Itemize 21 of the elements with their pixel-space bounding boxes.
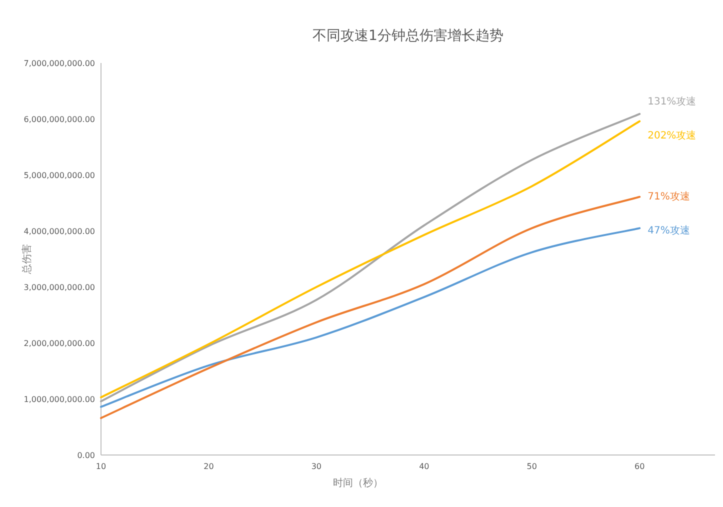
x-tick-label: 50 <box>526 462 537 471</box>
x-tick-label: 60 <box>634 462 645 471</box>
series-label: 131%攻速 <box>648 96 696 108</box>
y-tick-label: 4,000,000,000.00 <box>24 227 95 236</box>
x-tick-label: 10 <box>96 462 106 471</box>
x-tick-label: 40 <box>419 462 430 471</box>
x-tick-label: 30 <box>311 462 322 471</box>
chart-title: 不同攻速1分钟总伤害增长趋势 <box>312 28 504 44</box>
y-tick-label: 1,000,000,000.00 <box>24 395 95 404</box>
series-label: 71%攻速 <box>648 190 690 203</box>
y-tick-label: 2,000,000,000.00 <box>24 339 95 348</box>
y-tick-label: 5,000,000,000.00 <box>24 171 95 180</box>
x-axis-title: 时间（秒） <box>333 477 383 489</box>
y-tick-label: 7,000,000,000.00 <box>24 59 95 68</box>
y-tick-label: 6,000,000,000.00 <box>24 115 95 124</box>
y-tick-label: 3,000,000,000.00 <box>24 283 95 292</box>
series-label: 47%攻速 <box>648 224 690 237</box>
series-label: 202%攻速 <box>648 130 696 142</box>
x-tick-label: 20 <box>204 462 214 471</box>
y-axis-title: 总伤害 <box>21 244 33 275</box>
y-tick-label: 0.00 <box>77 451 95 460</box>
